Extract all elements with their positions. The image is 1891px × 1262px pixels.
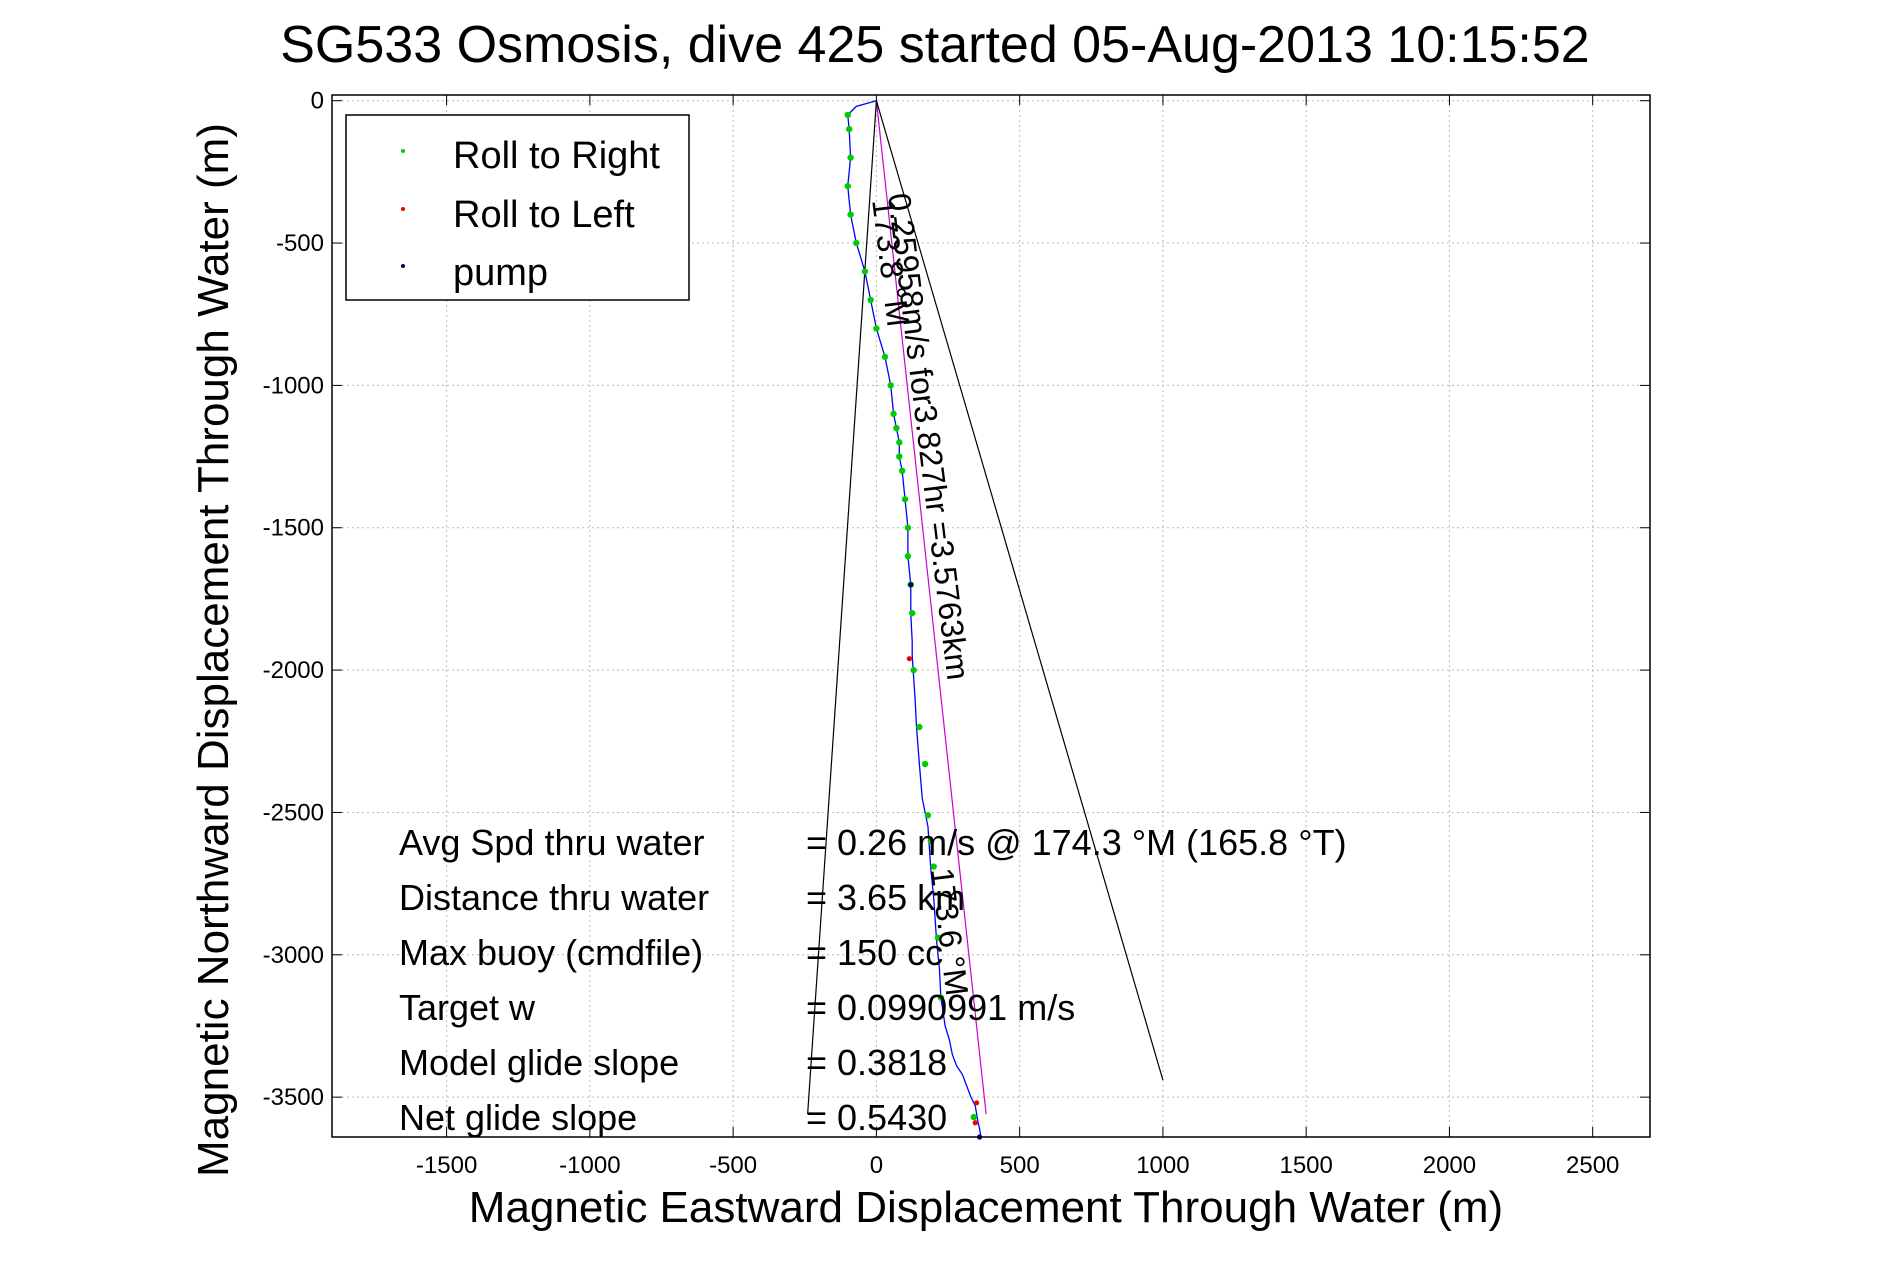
roll-right-point bbox=[904, 553, 912, 560]
stat-value: = 0.3818 bbox=[806, 1042, 947, 1083]
x-tick-label: -1500 bbox=[416, 1152, 477, 1179]
heading-line bbox=[875, 100, 987, 1115]
x-tick-label: -1000 bbox=[559, 1152, 620, 1179]
roll-right-point bbox=[896, 453, 903, 460]
y-tick-label: 0 bbox=[311, 88, 324, 115]
track-line bbox=[847, 100, 982, 1138]
stat-label: Distance thru water bbox=[399, 877, 709, 918]
roll-right-point bbox=[861, 268, 869, 275]
roll-right-point bbox=[867, 296, 874, 304]
roll-right-point bbox=[898, 467, 906, 475]
roll-right-point bbox=[893, 424, 900, 432]
stat-value: = 0.26 m/s @ 174.3 °M (165.8 °T) bbox=[806, 822, 1347, 863]
pump-point bbox=[908, 582, 914, 588]
roll-right-point bbox=[896, 439, 903, 446]
chart-title: SG533 Osmosis, dive 425 started 05-Aug-2… bbox=[280, 16, 1589, 74]
stat-label: Max buoy (cmdfile) bbox=[399, 932, 703, 973]
track-polyline bbox=[847, 100, 982, 1138]
x-tick-label: 2000 bbox=[1423, 1152, 1476, 1179]
roll-right-point bbox=[924, 812, 932, 819]
x-axis-label: Magnetic Eastward Displacement Through W… bbox=[469, 1183, 1503, 1232]
stat-label: Net glide slope bbox=[399, 1097, 637, 1138]
axis-ticks: -1500 -1000 -500 0 500 1000 1500 2000 2500 0 -500 -… bbox=[263, 88, 1650, 1179]
roll-left-point bbox=[974, 1100, 980, 1106]
y-tick-label: -2000 bbox=[263, 657, 324, 684]
stat-label: Avg Spd thru water bbox=[399, 822, 705, 863]
roll-right-point bbox=[927, 837, 935, 845]
roll-left-point bbox=[906, 656, 912, 662]
legend-marker-roll-left bbox=[401, 207, 405, 211]
x-tick-label: 2500 bbox=[1566, 1152, 1619, 1179]
stat-label: Model glide slope bbox=[399, 1042, 679, 1083]
y-tick-label: -2500 bbox=[263, 799, 324, 826]
legend-label-pump: pump bbox=[453, 252, 548, 294]
roll-left-point bbox=[972, 1120, 978, 1126]
stat-value: = 3.65 km bbox=[806, 877, 965, 918]
y-tick-label: -3000 bbox=[263, 942, 324, 969]
x-tick-label: -500 bbox=[709, 1152, 757, 1179]
roll-right-point bbox=[901, 496, 909, 503]
legend: Roll to Right Roll to Left pump bbox=[345, 114, 690, 301]
stat-value: = 150 cc bbox=[806, 932, 943, 973]
legend-marker-pump bbox=[401, 264, 405, 268]
y-tick-label: -1500 bbox=[263, 515, 324, 542]
roll-right-point bbox=[921, 760, 929, 768]
plot-area-border bbox=[331, 94, 1651, 1138]
roll-right-point bbox=[847, 211, 854, 218]
x-tick-label: 1500 bbox=[1279, 1152, 1332, 1179]
legend-label-roll-right: Roll to Right bbox=[453, 135, 660, 177]
roll-right-point bbox=[844, 182, 851, 190]
y-axis-label: Magnetic Northward Displacement Through … bbox=[189, 123, 238, 1177]
y-tick-label: -500 bbox=[276, 230, 324, 257]
roll-right-point bbox=[845, 125, 853, 133]
roll-right-point bbox=[970, 1113, 978, 1121]
legend-marker-roll-right bbox=[401, 149, 405, 153]
roll-right-point bbox=[881, 353, 889, 361]
roll-right-point bbox=[890, 410, 897, 418]
roll-right-point bbox=[853, 239, 860, 247]
roll-right-point bbox=[844, 111, 851, 119]
stat-label: Target w bbox=[399, 987, 536, 1028]
grid-lines bbox=[332, 95, 1650, 1137]
y-tick-label: -1000 bbox=[263, 372, 324, 399]
heading-line bbox=[875, 100, 1164, 1081]
roll-right-point bbox=[937, 994, 945, 1001]
stat-value: = 0.0990991 m/s bbox=[806, 987, 1075, 1028]
x-tick-label: 0 bbox=[870, 1152, 883, 1179]
y-tick-label: -3500 bbox=[263, 1084, 324, 1111]
track-points bbox=[844, 111, 983, 1140]
roll-right-point bbox=[873, 325, 880, 332]
roll-right-point bbox=[909, 609, 916, 617]
legend-label-roll-left: Roll to Left bbox=[453, 194, 635, 236]
roll-right-point bbox=[934, 934, 942, 941]
roll-right-point bbox=[930, 863, 937, 870]
roll-right-point bbox=[910, 666, 917, 674]
roll-right-point bbox=[916, 723, 923, 731]
x-tick-label: 1000 bbox=[1136, 1152, 1189, 1179]
x-tick-label: 500 bbox=[1000, 1152, 1040, 1179]
roll-right-point bbox=[904, 524, 912, 531]
stats-panel: Avg Spd thru water = 0.26 m/s @ 174.3 °M … bbox=[399, 822, 1347, 1138]
roll-right-point bbox=[847, 154, 854, 161]
roll-right-point bbox=[887, 382, 894, 389]
